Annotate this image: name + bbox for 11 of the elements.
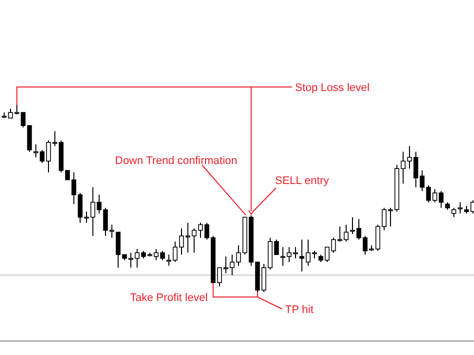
annotation: SELL entry [275,175,330,187]
text: Stop Loss level [295,82,370,94]
candlestick [344,224,349,242]
candlestick [280,246,286,266]
candlestick [438,190,444,208]
candlestick [299,239,304,272]
annotation: Down Trend confirmation [115,155,238,167]
text: TP hit [285,304,314,316]
candlestick [458,202,463,214]
candlestick [451,207,456,218]
annotation: Take Profit level [130,292,208,304]
